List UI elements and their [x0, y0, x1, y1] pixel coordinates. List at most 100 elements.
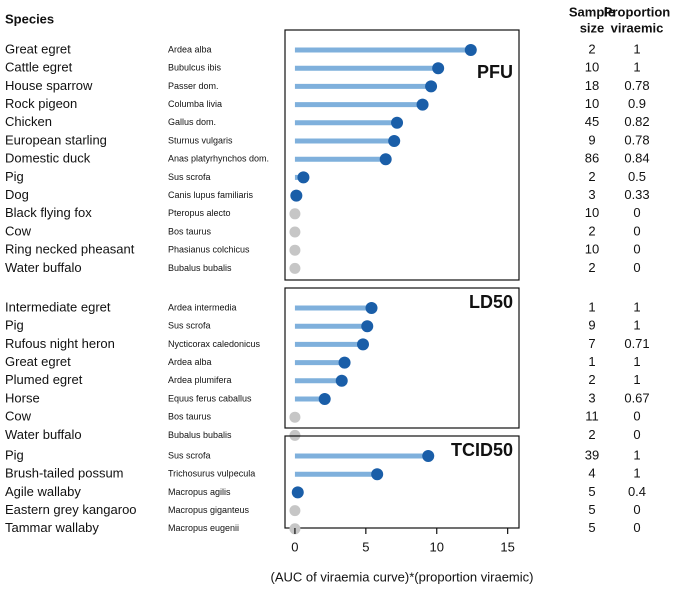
proportion: 0: [633, 502, 640, 517]
dot: [289, 244, 301, 256]
scientific-name: Nycticorax caledonicus: [168, 339, 261, 349]
dot: [371, 468, 384, 481]
sample-size: 39: [585, 447, 599, 462]
sample-size: 10: [585, 60, 599, 75]
dot: [357, 338, 369, 351]
sample-size: 11: [585, 409, 599, 424]
proportion: 0: [633, 242, 640, 257]
scientific-name: Sus scrofa: [168, 172, 211, 182]
scientific-name: Gallus dom.: [168, 117, 216, 127]
scientific-name: Pteropus alecto: [168, 208, 231, 218]
proportion: 0.78: [624, 78, 649, 93]
sample-size: 45: [585, 114, 599, 129]
species-name: European starling: [5, 132, 107, 147]
proportion: 1: [633, 41, 640, 56]
dot: [289, 208, 301, 220]
sample-size: 4: [588, 466, 595, 481]
species-header: Species: [5, 11, 54, 26]
dot: [361, 320, 374, 333]
species-name: Great egret: [5, 354, 71, 369]
dot: [422, 450, 435, 462]
proportion: 1: [633, 466, 640, 481]
dot: [391, 116, 404, 129]
species-name: Great egret: [5, 41, 71, 56]
dot: [318, 393, 331, 405]
proportion: 0: [633, 409, 640, 424]
proportion-header: Proportion: [604, 4, 670, 19]
species-name: Black flying fox: [5, 205, 92, 220]
sample-size: 2: [588, 41, 595, 56]
proportion: 0.9: [628, 96, 646, 111]
species-name: Cow: [5, 409, 32, 424]
sample-size: 86: [585, 151, 599, 166]
species-name: Ring necked pheasant: [5, 242, 135, 257]
proportion: 0: [633, 260, 640, 275]
proportion: 1: [633, 372, 640, 387]
species-name: Cow: [5, 223, 32, 238]
scientific-name: Bubalus bubalis: [168, 263, 232, 273]
dot: [379, 153, 392, 166]
scientific-name: Bubulcus ibis: [168, 63, 222, 73]
scientific-name: Passer dom.: [168, 81, 219, 91]
scientific-name: Ardea plumifera: [168, 375, 232, 385]
species-name: Pig: [5, 447, 24, 462]
dot: [289, 411, 301, 423]
species-name: House sparrow: [5, 78, 93, 93]
dot: [289, 505, 301, 517]
sample-size: 2: [588, 372, 595, 387]
proportion: 1: [633, 60, 640, 75]
proportion: 0: [633, 205, 640, 220]
scientific-name: Sus scrofa: [168, 450, 211, 460]
species-name: Dog: [5, 187, 29, 202]
proportion: 0.4: [628, 484, 646, 499]
scientific-name: Ardea intermedia: [168, 302, 237, 312]
x-tick-label: 5: [362, 539, 369, 554]
dot: [432, 62, 445, 75]
species-name: Brush-tailed possum: [5, 466, 124, 481]
panel-frame: [284, 435, 520, 529]
dot: [291, 486, 304, 499]
scientific-name: Columba livia: [168, 99, 222, 109]
species-name: Chicken: [5, 114, 52, 129]
sample-size: 10: [585, 242, 599, 257]
scientific-name: Macropus giganteus: [168, 505, 250, 515]
sample-size: 9: [588, 318, 595, 333]
panel-label: PFU: [477, 62, 513, 82]
dot: [388, 135, 401, 147]
species-name: Plumed egret: [5, 372, 83, 387]
scientific-name: Canis lupus familiaris: [168, 190, 254, 200]
x-tick-label: 10: [430, 539, 444, 554]
proportion: 0.82: [624, 114, 649, 129]
panel-label: TCID50: [451, 440, 513, 460]
sample-size: 2: [588, 169, 595, 184]
sample-size: 10: [585, 96, 599, 111]
proportion: 0.67: [624, 390, 649, 405]
species-name: Rufous night heron: [5, 336, 115, 351]
dot: [290, 189, 303, 202]
sample-size: 7: [588, 336, 595, 351]
species-name: Rock pigeon: [5, 96, 77, 111]
species-name: Intermediate egret: [5, 299, 111, 314]
proportion: 0.33: [624, 187, 649, 202]
scientific-name: Bubalus bubalis: [168, 430, 232, 440]
dot: [365, 302, 378, 314]
scientific-name: Sus scrofa: [168, 321, 211, 331]
sample-size: 10: [585, 205, 599, 220]
dot: [335, 374, 348, 387]
x-tick-label: 0: [291, 539, 298, 554]
dot: [464, 44, 477, 56]
sample-size: 9: [588, 132, 595, 147]
scientific-name: Equus ferus caballus: [168, 393, 252, 403]
proportion: 0.84: [624, 151, 649, 166]
proportion: 0.78: [624, 132, 649, 147]
species-name: Tammar wallaby: [5, 520, 99, 535]
sample-size: 1: [588, 299, 595, 314]
sample-size: 1: [588, 354, 595, 369]
panel-label: LD50: [469, 292, 513, 312]
dot: [416, 98, 429, 111]
sample-size: 2: [588, 427, 595, 442]
sample-size: 3: [588, 390, 595, 405]
x-tick-label: 15: [500, 539, 514, 554]
scientific-name: Ardea alba: [168, 357, 212, 367]
